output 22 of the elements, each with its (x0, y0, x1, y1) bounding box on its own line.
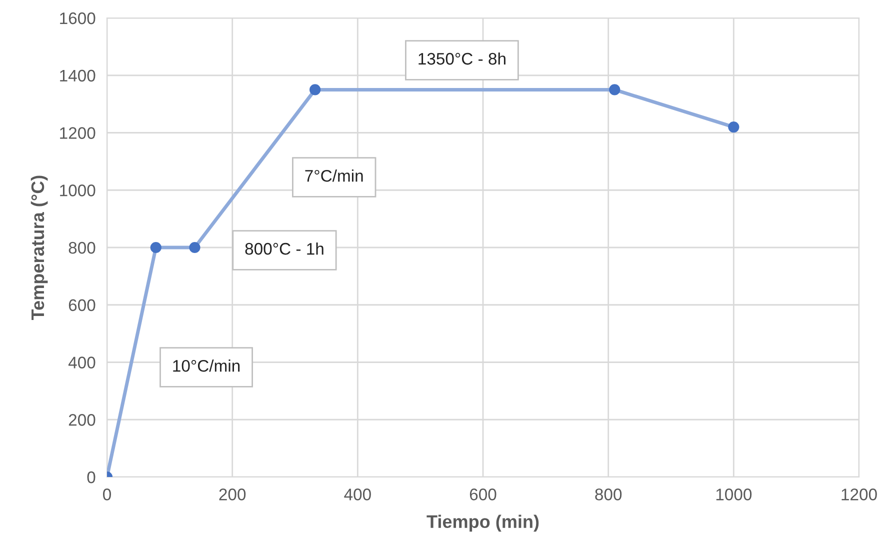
y-tick-label: 1000 (60, 184, 96, 196)
annotation: 1350°C - 8h (418, 52, 506, 65)
annotation: 7°C/min (305, 170, 363, 182)
x-tick-label: 0 (103, 488, 111, 500)
y-tick-label: 1200 (60, 127, 96, 139)
x-axis-title: Tiempo (min) (426, 514, 539, 532)
x-tick-label: 1000 (716, 488, 752, 500)
x-tick-label: 400 (344, 488, 371, 500)
x-tick-label: 200 (219, 488, 246, 500)
y-tick-label: 1400 (60, 70, 96, 82)
y-tick-label: 1600 (60, 12, 96, 24)
x-tick-label: 1200 (842, 488, 877, 500)
annotation: 10°C/min (173, 360, 240, 372)
annotation: 800°C - 1h (245, 242, 324, 255)
x-tick-label: 800 (595, 488, 622, 500)
y-tick-label: 200 (68, 414, 96, 426)
y-tick-label: 0 (87, 471, 96, 484)
x-tick-label: 600 (470, 488, 496, 500)
y-tick-label: 600 (68, 299, 96, 312)
y-tick-label: 800 (68, 242, 96, 254)
y-tick-label: 400 (68, 356, 96, 368)
y-axis-title: Temperatura (°C) (30, 176, 48, 320)
